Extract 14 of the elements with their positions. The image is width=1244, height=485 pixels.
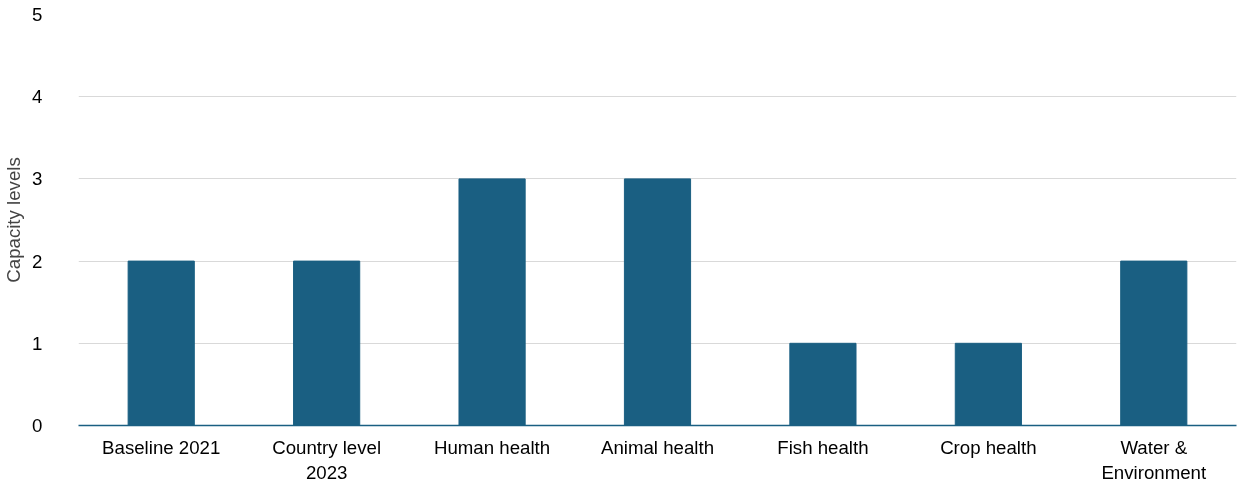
x-tick-label: Human health [433,436,551,458]
x-tick-label: Water & Environment [1101,436,1207,483]
y-tick-label: 5 [32,4,43,25]
y-tick-label: 3 [32,168,43,190]
x-tick-label: Crop health [940,436,1037,458]
y-tick-label: 2 [32,250,43,272]
x-tick-label: Baseline 2021 [102,436,221,458]
y-axis-title: Capacity levels [3,157,25,283]
x-tick-label: Fish health [777,436,869,458]
x-tick-label: Animal health [600,436,715,458]
y-tick-label: 1 [32,332,43,354]
y-tick-label: 0 [32,415,43,436]
x-tick-label: Country level 2023 [272,436,382,483]
y-tick-label: 4 [32,86,43,108]
